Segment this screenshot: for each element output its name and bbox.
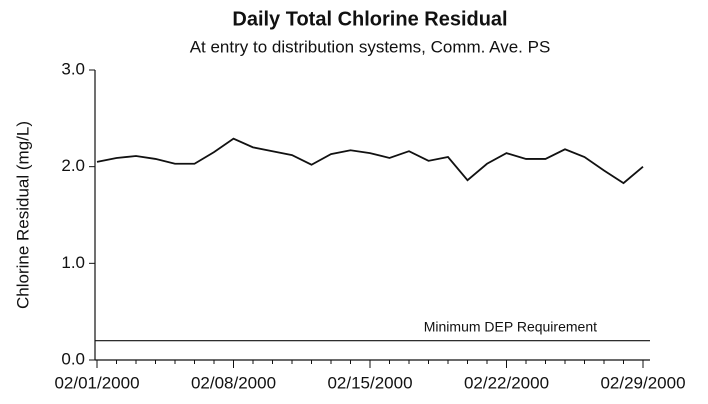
x-tick-label: 02/01/2000 bbox=[54, 373, 139, 392]
x-tick-label: 02/22/2000 bbox=[464, 373, 549, 392]
x-tick-label: 02/08/2000 bbox=[191, 373, 276, 392]
y-tick-label: 2.0 bbox=[61, 156, 85, 175]
x-tick-label: 02/15/2000 bbox=[327, 373, 412, 392]
chart-title: Daily Total Chlorine Residual bbox=[232, 8, 507, 30]
y-tick-label: 0.0 bbox=[61, 349, 85, 368]
x-tick-label: 02/29/2000 bbox=[600, 373, 685, 392]
y-tick-label: 3.0 bbox=[61, 59, 85, 78]
y-axis-label: Chlorine Residual (mg/L) bbox=[13, 121, 32, 309]
chart-subtitle: At entry to distribution systems, Comm. … bbox=[190, 37, 551, 56]
reference-label: Minimum DEP Requirement bbox=[424, 318, 597, 334]
y-tick-label: 1.0 bbox=[61, 253, 85, 272]
data-line bbox=[96, 137, 644, 185]
